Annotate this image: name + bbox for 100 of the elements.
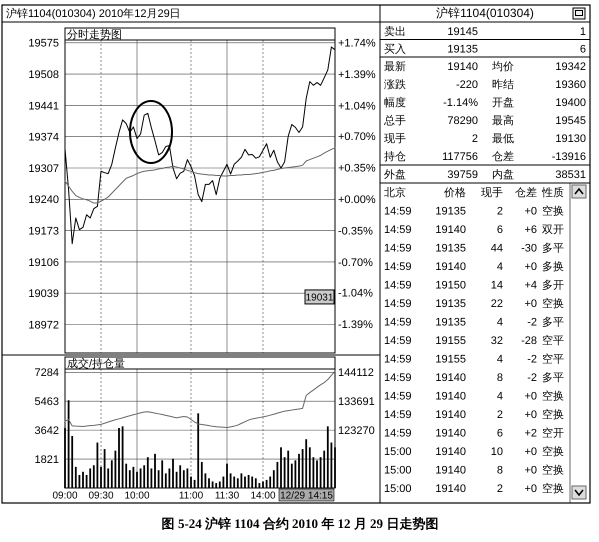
- text: -30: [521, 242, 537, 254]
- text: +0: [524, 446, 537, 458]
- text: 14:59: [384, 427, 412, 440]
- text: -2: [527, 353, 537, 366]
- text: +0: [524, 408, 537, 421]
- text: 19140: [435, 427, 466, 440]
- x-tick-label: 11:00: [178, 490, 204, 502]
- text: 19140: [435, 390, 466, 402]
- text: 14:59: [384, 279, 412, 292]
- text: 多平: [542, 242, 564, 254]
- text: 19140: [435, 224, 466, 236]
- text: 北京: [384, 186, 406, 199]
- text: 19140: [435, 446, 466, 458]
- text: -2: [527, 372, 537, 384]
- text: 最高: [492, 114, 514, 127]
- text: 19130: [555, 132, 586, 145]
- text: 19360: [555, 78, 586, 91]
- y-tick-label: 19575: [28, 38, 59, 50]
- text: 12/29 14:15: [280, 490, 334, 502]
- text: +4: [524, 279, 537, 292]
- text: 38531: [555, 168, 586, 181]
- text: 19140: [435, 464, 466, 476]
- text: 卖出: [384, 24, 406, 38]
- x-tick-label: 11:30: [214, 490, 240, 502]
- chart-title: 沪锌1104(010304) 2010年12月29日: [6, 7, 181, 20]
- text: 现手: [481, 186, 503, 199]
- text: 4: [496, 260, 503, 273]
- text: 19140: [435, 260, 466, 273]
- text: 多开: [542, 279, 564, 292]
- text: 19135: [435, 242, 466, 254]
- text: 4: [496, 390, 503, 402]
- text: 32: [490, 334, 503, 347]
- text: 19145: [447, 26, 478, 38]
- text: 持仓: [384, 150, 406, 163]
- x-tick-label: 09:00: [52, 490, 78, 502]
- text: 内盘: [492, 168, 514, 181]
- text: 19135: [435, 205, 466, 218]
- y-tick-label: 18972: [28, 319, 59, 332]
- text: 总手: [383, 114, 406, 127]
- text: +6: [524, 224, 537, 236]
- text: 现手: [384, 132, 406, 145]
- text: 19342: [555, 60, 586, 73]
- text: 15:00: [384, 464, 412, 476]
- text: 19155: [435, 334, 466, 347]
- text: 14:59: [384, 224, 412, 236]
- x-tick-label: 09:30: [88, 490, 114, 502]
- text: +0: [524, 482, 537, 495]
- text: +0: [524, 464, 537, 476]
- text: 19545: [555, 114, 586, 127]
- text: 最新: [384, 60, 406, 73]
- chart-subtitle: 分时走势图: [67, 28, 122, 41]
- text: 空换: [542, 482, 564, 495]
- x-tick-label: 10:00: [124, 490, 150, 502]
- text: 空换: [542, 463, 564, 476]
- y-tick-label: 19441: [28, 100, 59, 112]
- chart-title: 成交/持仓量: [67, 357, 126, 370]
- y-tick-label: 5463: [34, 396, 59, 408]
- text: -1.14%: [443, 96, 478, 109]
- text: 1: [580, 26, 586, 38]
- y-tick-label: 19240: [28, 194, 59, 206]
- text: 多换: [542, 260, 564, 273]
- text: 2: [496, 408, 503, 421]
- caption: 图 5-24 沪锌 1104 合约 2010 年 12 月 29 日走势图: [162, 516, 438, 531]
- text: 空换: [542, 444, 564, 458]
- text: 19135: [435, 316, 466, 328]
- y2-tick-label: 144112: [338, 367, 374, 380]
- y2-tick-label: -1.39%: [338, 319, 374, 332]
- text: 6: [496, 427, 503, 440]
- text: 多平: [542, 316, 564, 328]
- text: 14:59: [384, 316, 412, 328]
- text: 外盘: [384, 168, 406, 181]
- text: 空平: [542, 352, 564, 366]
- text: 开盘: [492, 96, 514, 109]
- text: 117756: [442, 150, 478, 163]
- text: +0: [524, 205, 537, 218]
- text: 2: [496, 482, 503, 495]
- text: 昨结: [492, 78, 514, 91]
- y-tick-label: 1821: [34, 454, 59, 466]
- text: -13916: [552, 150, 586, 163]
- text: 8: [496, 372, 503, 384]
- y2-tick-label: -0.35%: [338, 226, 374, 238]
- text: 14:59: [384, 390, 412, 402]
- text: +2: [524, 427, 537, 440]
- text: 均价: [491, 60, 514, 73]
- y-tick-label: 7284: [34, 367, 59, 380]
- text: 多平: [542, 372, 564, 384]
- y2-tick-label: -1.04%: [338, 288, 374, 300]
- y-tick-label: 19173: [28, 225, 59, 238]
- text: 19140: [447, 60, 478, 73]
- line-series: [64, 147, 336, 204]
- text: 14:59: [384, 298, 412, 310]
- text: 14:59: [384, 260, 412, 273]
- y-tick-label: 19508: [28, 68, 59, 81]
- text: 沪锌1104(010304): [436, 6, 534, 20]
- y2-tick-label: -0.70%: [338, 257, 374, 270]
- text: 14:59: [384, 372, 412, 384]
- text: 14:59: [384, 353, 412, 366]
- y2-tick-label: +1.74%: [338, 38, 376, 50]
- text: 78290: [447, 114, 478, 127]
- text: 19155: [435, 353, 466, 366]
